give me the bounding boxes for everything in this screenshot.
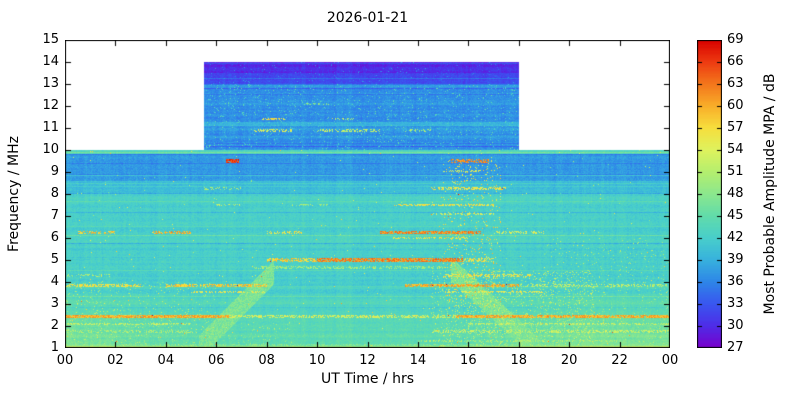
y-tick-label: 5 [50, 252, 59, 267]
y-tick-label: 7 [50, 208, 59, 223]
y-tick-label: 9 [50, 164, 59, 179]
x-tick-label: 16 [460, 353, 477, 368]
colorbar-tick-label: 66 [727, 54, 744, 69]
x-tick-label: 10 [308, 353, 326, 368]
colorbar-tick-label: 69 [727, 32, 744, 47]
y-tick-label: 2 [50, 318, 59, 333]
colorbar-tick-label: 39 [727, 252, 744, 267]
colorbar-tick-label: 33 [727, 296, 744, 311]
x-tick-label: 18 [510, 353, 528, 368]
colorbar-tick-label: 51 [727, 164, 744, 179]
x-tick-label: 14 [409, 353, 427, 368]
y-tick-label: 4 [50, 274, 59, 289]
y-tick-label: 8 [50, 186, 59, 201]
y-tick-label: 15 [42, 32, 59, 47]
colorbar-tick-label: 63 [727, 76, 744, 91]
x-tick-label: 00 [661, 353, 679, 368]
colorbar-tick-label: 60 [727, 98, 744, 113]
x-tick-label: 04 [157, 353, 175, 368]
colorbar-tick-label: 54 [727, 142, 744, 157]
spectrogram-heatmap [65, 40, 670, 348]
y-tick-label: 10 [42, 142, 59, 157]
x-tick-label: 22 [611, 353, 628, 368]
chart-title: 2026-01-21 [326, 10, 409, 26]
y-tick-label: 14 [42, 54, 59, 69]
y-tick-label: 6 [50, 230, 59, 245]
x-tick-label: 20 [560, 353, 578, 368]
colorbar-tick-label: 45 [727, 208, 744, 223]
colorbar-label: Most Probable Amplitude MPA / dB [762, 73, 778, 315]
y-tick-label: 13 [42, 76, 59, 91]
colorbar-tick-label: 36 [727, 274, 744, 289]
colorbar-tick-label: 30 [727, 318, 744, 333]
x-tick-label: 00 [56, 353, 74, 368]
y-tick-label: 12 [42, 98, 59, 113]
x-axis-label: UT Time / hrs [320, 371, 415, 387]
x-tick-label: 06 [207, 353, 225, 368]
colorbar-tick-label: 57 [727, 120, 744, 135]
x-tick-label: 12 [359, 353, 376, 368]
x-tick-label: 02 [107, 353, 124, 368]
colorbar-tick-label: 48 [727, 186, 744, 201]
colorbar-tick-label: 42 [727, 230, 744, 245]
y-tick-label: 1 [50, 340, 59, 355]
x-tick-label: 08 [258, 353, 275, 368]
y-axis-label: Frequency / MHz [6, 136, 22, 252]
y-tick-label: 3 [50, 296, 59, 311]
colorbar-gradient [697, 40, 722, 348]
colorbar-tick-label: 27 [727, 340, 744, 355]
y-tick-label: 11 [42, 120, 59, 135]
